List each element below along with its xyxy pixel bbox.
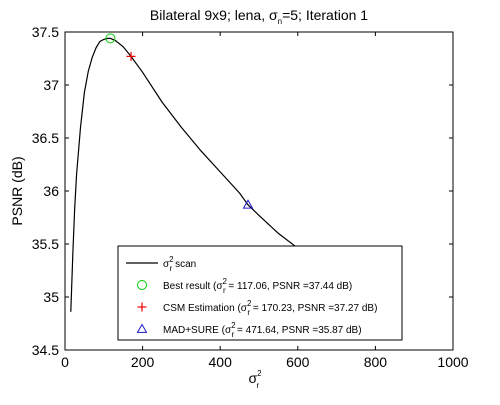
data-layer [70,33,299,312]
text-layer: 0 200 400 600 800 1000 34.5 35 35.5 36 36.5 37 37.5 B… [9,7,469,390]
x-axis-label: σ2 r [248,369,262,390]
x-axis-label-subscript: r [257,381,260,390]
legend-entry-text: σ2 r scan [163,255,196,273]
x-tick-label: 800 [364,354,388,370]
legend-entry-text: MAD+SURE (σ2 r = 471.64, PSNR =35.87 dB) [163,321,362,339]
legend-entry-base: σ [163,259,170,270]
legend-entry-superscript: 2 [169,255,174,264]
legend-entry-suffix: scan [172,259,196,270]
y-tick-label: 35 [43,289,59,305]
legend-entry-suffix: = 471.64, PSNR =35.87 dB) [234,325,361,336]
y-tick-label: 34.5 [32,342,59,358]
legend-plus-swatch [137,302,147,312]
x-axis-label-superscript: 2 [257,369,262,378]
x-axis-label-base: σ [248,370,257,386]
legend-entry-subscript: r [223,286,226,295]
plus-data-marker [126,51,136,61]
legend-triangle-swatch [136,323,148,333]
y-tick-label: 36.5 [32,130,59,146]
chart-title-text: Bilateral 9x9; lena, σ [150,7,278,23]
legend-entry-prefix: Best result (σ [163,281,223,292]
legend-entry-subscript: r [232,330,235,339]
legend-entry-text: CSM Estimation (σ2 r = 170.23, PSNR =37.2… [163,299,377,317]
legend-entry-prefix: CSM Estimation (σ [163,303,248,314]
y-tick-label: 37 [43,77,59,93]
legend-entry-superscript: 2 [223,277,228,286]
x-tick-label: 1000 [437,354,468,370]
y-tick-label: 37.5 [32,24,59,40]
legend-entry-suffix: = 170.23, PSNR =37.27 dB) [250,303,377,314]
scan-curve-line [70,37,299,312]
legend-entry-text: Best result (σ2 r = 117.06, PSNR =37.44 d… [163,277,352,295]
legend-entry-suffix: = 117.06, PSNR =37.44 dB) [226,281,353,292]
y-tick-label: 36 [43,183,59,199]
legend-entry-prefix: MAD+SURE (σ [163,325,232,336]
chart-title-text-end: =5; Iteration 1 [282,7,368,23]
circle-data-marker [105,33,116,44]
x-tick-label: 600 [286,354,310,370]
y-tick-label: 35.5 [32,236,59,252]
legend-entry-subscript: r [170,264,173,273]
chart-title-subscript: n [278,17,282,26]
x-tick-label: 200 [131,354,155,370]
x-tick-label: 0 [61,354,69,370]
legend-entry-subscript: r [247,308,250,317]
legend-entry-superscript: 2 [247,299,252,308]
y-axis-label: PSNR (dB) [9,156,25,225]
legend-circle-swatch [137,280,147,290]
legend-entry-superscript: 2 [231,321,236,330]
x-tick-label: 400 [209,354,233,370]
chart-title: Bilateral 9x9; lena, σn=5; Iteration 1 [150,7,368,26]
legend-box [117,245,403,341]
triangle-data-marker [242,199,254,209]
